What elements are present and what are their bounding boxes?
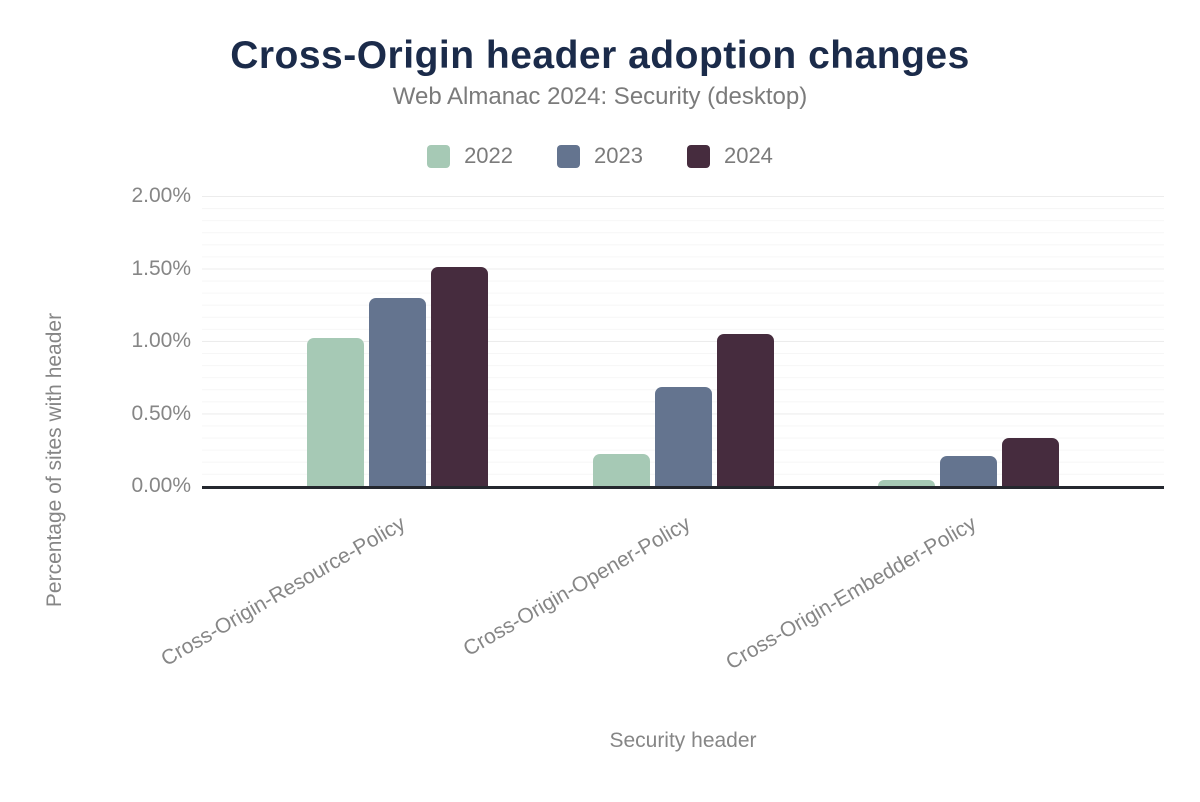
y-tick-label: 2.00% xyxy=(131,184,191,207)
bar-2022 xyxy=(878,480,936,486)
legend-label: 2024 xyxy=(723,143,773,168)
bar-group-1 xyxy=(306,267,488,486)
bar-2023 xyxy=(368,297,426,486)
x-tick-label: Cross-Origin-Opener-Policy xyxy=(459,512,695,661)
legend: 2022 2023 2024 xyxy=(0,143,1200,169)
legend-label: 2023 xyxy=(594,143,643,168)
legend-item-2024: 2024 xyxy=(686,143,773,169)
y-axis-title: Percentage of sites with header xyxy=(43,312,66,608)
x-tick-label: Cross-Origin-Embedder-Policy xyxy=(722,512,981,675)
bar-2022 xyxy=(592,454,650,486)
legend-swatch-icon xyxy=(686,144,710,168)
x-axis-title: Security header xyxy=(609,729,757,752)
y-tick-label: 0.00% xyxy=(131,474,191,497)
legend-item-2023: 2023 xyxy=(557,143,643,169)
bar-groups xyxy=(202,196,1164,486)
bar-2024 xyxy=(1002,438,1060,486)
y-tick-label: 0.50% xyxy=(131,401,191,425)
legend-item-2022: 2022 xyxy=(427,143,513,169)
bar-2023 xyxy=(940,455,998,486)
bar-group-2 xyxy=(592,333,774,486)
legend-label: 2022 xyxy=(464,143,514,168)
bar-group-3 xyxy=(878,438,1060,486)
bar-2024 xyxy=(430,267,488,486)
legend-swatch-icon xyxy=(427,144,451,168)
x-tick-label: Cross-Origin-Resource-Policy xyxy=(156,512,409,671)
legend-swatch-icon xyxy=(557,144,581,168)
y-tick-label: 1.50% xyxy=(131,256,191,280)
bar-2024 xyxy=(716,333,774,486)
bar-2022 xyxy=(306,338,364,486)
y-tick-label: 1.00% xyxy=(131,329,191,352)
bar-2023 xyxy=(654,387,712,486)
chart-subtitle: Web Almanac 2024: Security (desktop) xyxy=(392,83,808,110)
chart-title: Cross-Origin header adoption changes xyxy=(230,34,970,77)
plot-area xyxy=(202,196,1164,489)
